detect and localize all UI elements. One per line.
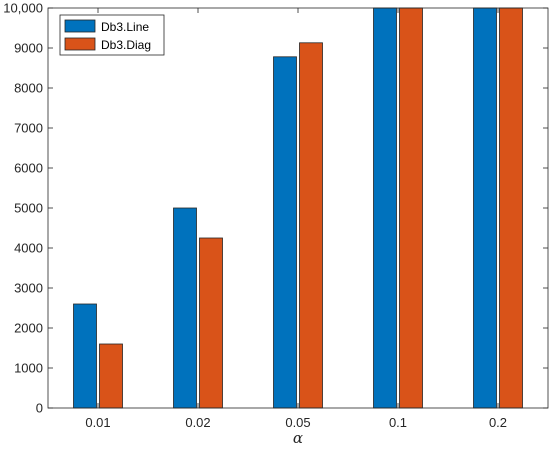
bar-db3-line-0-01	[73, 303, 97, 409]
x-tick-label-0-02: 0.02	[185, 415, 210, 430]
bar-db3-diag-0-02	[199, 237, 223, 409]
y-tick-label-10000: 10,000	[3, 1, 43, 16]
y-tick-label-8000: 8000	[14, 81, 43, 96]
y-ticks-group: 0 1000 2000 3000 4000 5000 6000 7000 8000 9000 10,…	[3, 1, 548, 416]
x-tick-label-0-05: 0.05	[285, 415, 310, 430]
x-axis-label: α	[293, 429, 303, 447]
bar-db3-diag-0-01	[99, 343, 123, 409]
bar-db3-line-0-1	[373, 7, 397, 409]
bar-db3-diag-0-05	[299, 42, 323, 409]
legend-label-db3-line: Db3.Line	[101, 20, 149, 34]
x-tick-label-0-2: 0.2	[489, 415, 507, 430]
y-tick-label-9000: 9000	[14, 41, 43, 56]
y-tick-label-7000: 7000	[14, 121, 43, 136]
bars-group	[73, 7, 523, 409]
bar-db3-diag-0-2	[499, 7, 523, 409]
y-tick-label-4000: 4000	[14, 241, 43, 256]
bar-db3-line-0-02	[173, 207, 197, 409]
x-ticks-group: 0.01 0.02 0.05 0.1 0.2	[85, 8, 507, 430]
x-tick-label-0-1: 0.1	[389, 415, 407, 430]
legend-swatch-db3-line	[64, 19, 96, 33]
x-tick-label-0-01: 0.01	[85, 415, 110, 430]
legend-label-db3-diag: Db3.Diag	[101, 38, 151, 52]
y-tick-label-2000: 2000	[14, 321, 43, 336]
bar-db3-line-0-05	[273, 56, 297, 409]
y-tick-label-6000: 6000	[14, 161, 43, 176]
y-tick-label-5000: 5000	[14, 201, 43, 216]
bar-db3-line-0-2	[473, 7, 497, 409]
y-tick-label-3000: 3000	[14, 281, 43, 296]
legend: Db3.Line Db3.Diag	[59, 14, 165, 56]
y-tick-label-1000: 1000	[14, 361, 43, 376]
plot-area	[48, 8, 548, 408]
bar-db3-diag-0-1	[399, 7, 423, 409]
legend-swatch-db3-diag	[64, 37, 96, 51]
y-tick-label-0: 0	[36, 401, 43, 416]
